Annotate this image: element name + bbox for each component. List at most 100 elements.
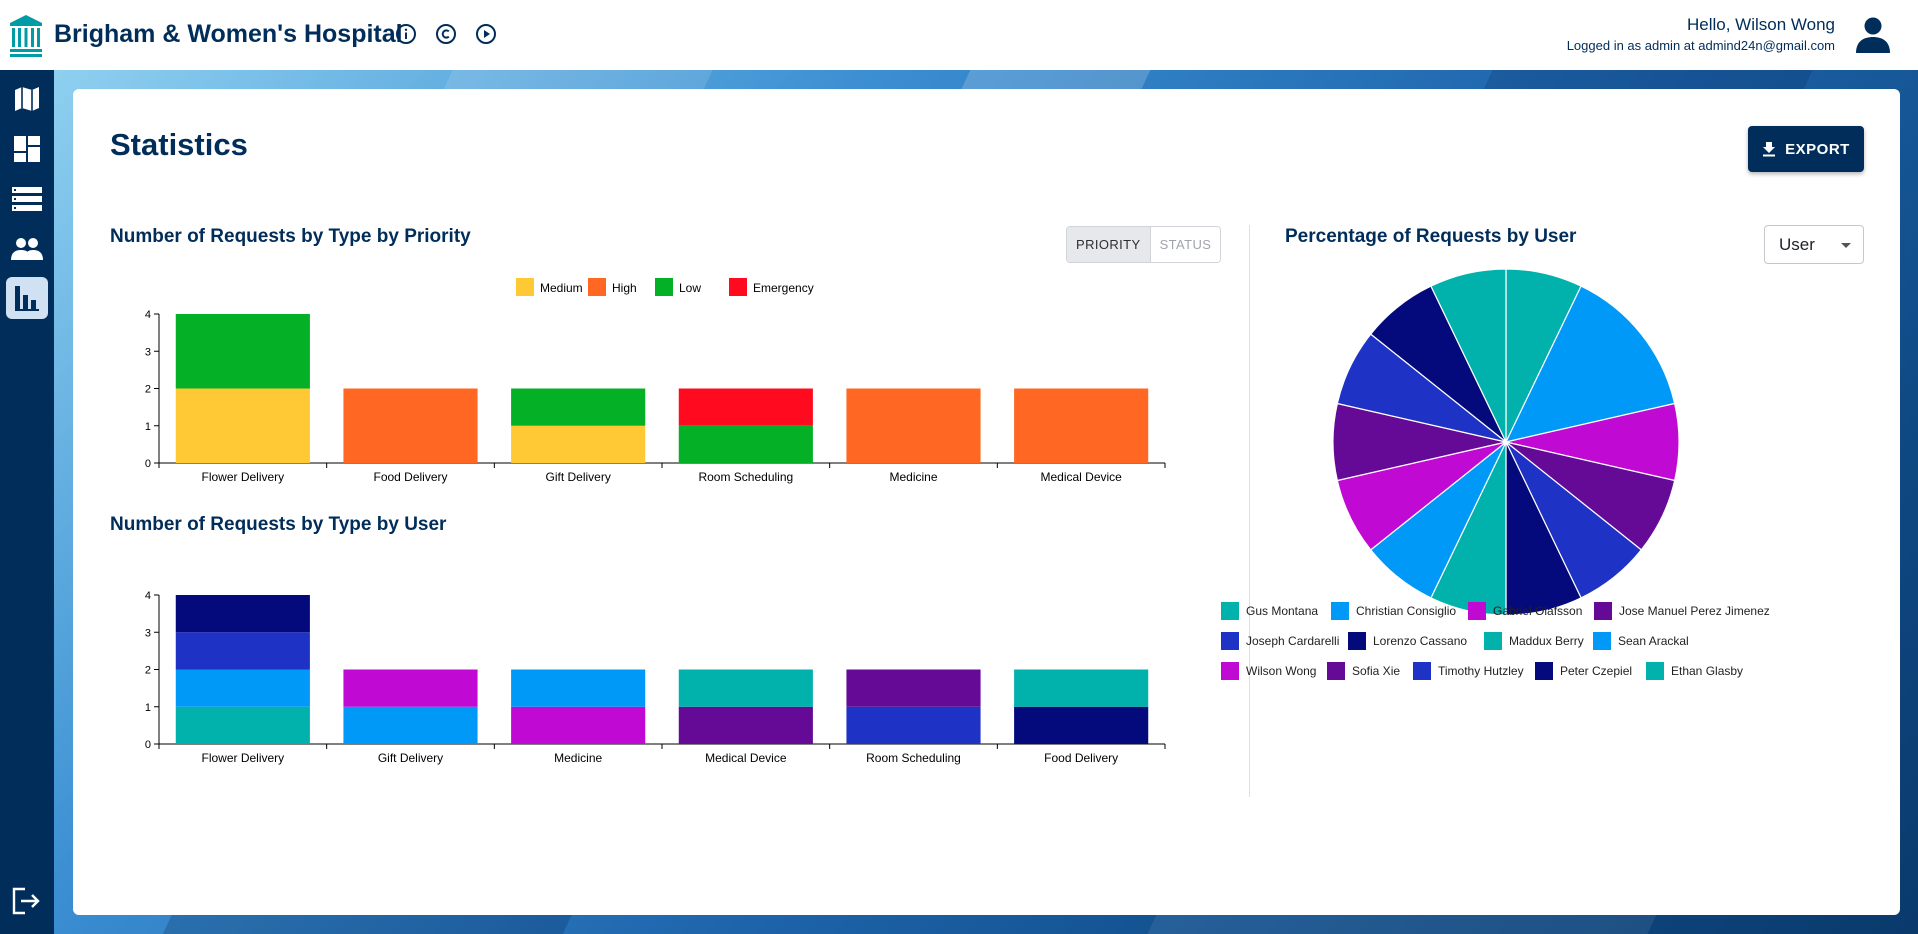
bar-chart-icon bbox=[15, 286, 39, 311]
user-chart-x-tick-label: Room Scheduling bbox=[866, 751, 961, 765]
dashboard-icon bbox=[14, 136, 40, 162]
copyright-icon[interactable] bbox=[434, 22, 458, 46]
legend-item: Wilson Wong bbox=[1221, 662, 1316, 680]
priority-chart-x-tick-label: Gift Delivery bbox=[545, 470, 610, 484]
bar-medium-gift-delivery[interactable] bbox=[511, 425, 646, 463]
people-icon bbox=[11, 238, 43, 260]
user-bar-segment[interactable] bbox=[343, 669, 478, 707]
legend-label: Peter Czepiel bbox=[1560, 664, 1633, 678]
user-select-value: User bbox=[1779, 234, 1815, 254]
legend-label: Christian Consiglio bbox=[1356, 604, 1457, 618]
sidebar-item-map[interactable] bbox=[6, 78, 48, 120]
priority-chart-title: Number of Requests by Type by Priority bbox=[110, 226, 471, 247]
sidebar bbox=[0, 70, 54, 934]
priority-chart-y-tick-label: 3 bbox=[145, 346, 151, 358]
legend-item: Maddux Berry bbox=[1484, 632, 1584, 650]
bar-emergency-room-scheduling[interactable] bbox=[678, 388, 813, 426]
download-icon bbox=[1763, 142, 1776, 157]
section-divider bbox=[1249, 225, 1250, 797]
user-bar-segment[interactable] bbox=[511, 669, 646, 707]
legend-label: Timothy Hutzley bbox=[1438, 664, 1524, 678]
list-icon bbox=[12, 187, 42, 211]
legend-item: Lorenzo Cassano bbox=[1348, 632, 1467, 650]
login-info: Logged in as admin at admind24n@gmail.co… bbox=[1566, 38, 1835, 53]
user-bar-segment[interactable] bbox=[1014, 706, 1149, 744]
user-bar-segment[interactable] bbox=[511, 706, 646, 744]
page-title: Statistics bbox=[110, 127, 248, 162]
priority-chart-y-tick-label: 0 bbox=[145, 458, 151, 470]
priority-chart-x-tick-label: Medicine bbox=[889, 470, 937, 484]
user-bar-segment[interactable] bbox=[846, 706, 981, 744]
bar-low-gift-delivery[interactable] bbox=[511, 388, 646, 426]
user-greeting: Hello, Wilson Wong bbox=[1686, 15, 1835, 34]
bar-low-room-scheduling[interactable] bbox=[678, 425, 813, 463]
legend-item: Jose Manuel Perez Jimenez bbox=[1594, 602, 1770, 620]
toggle-priority[interactable]: PRIORITY bbox=[1067, 227, 1151, 262]
sidebar-item-dashboard[interactable] bbox=[6, 128, 48, 170]
logout-button[interactable] bbox=[6, 880, 48, 922]
legend-swatch bbox=[1331, 602, 1349, 620]
legend-label-high: High bbox=[612, 281, 637, 295]
legend-swatch-emergency bbox=[729, 278, 747, 296]
user-chart-y-tick-label: 3 bbox=[145, 627, 151, 639]
bar-high-food-delivery[interactable] bbox=[343, 388, 478, 464]
user-bar-segment[interactable] bbox=[175, 632, 310, 670]
bar-medium-flower-delivery[interactable] bbox=[175, 388, 310, 464]
legend-swatch bbox=[1348, 632, 1366, 650]
user-bar-segment[interactable] bbox=[1014, 669, 1149, 707]
user-bar-chart: 0 1 2 3 4 Flower Delivery Gift Delivery Medicin… bbox=[145, 590, 1166, 765]
pie-slice[interactable] bbox=[1504, 285, 1676, 443]
legend-item: Gus Montana bbox=[1221, 602, 1318, 620]
bar-high-medicine[interactable] bbox=[846, 388, 981, 464]
pie-slice[interactable] bbox=[1430, 268, 1507, 443]
hospital-logo-icon[interactable] bbox=[8, 13, 44, 57]
legend-swatch bbox=[1535, 662, 1553, 680]
user-avatar-icon[interactable] bbox=[1853, 16, 1893, 54]
legend-swatch bbox=[1221, 662, 1239, 680]
legend-label: Lorenzo Cassano bbox=[1373, 634, 1468, 648]
legend-swatch bbox=[1594, 602, 1612, 620]
map-icon bbox=[15, 87, 39, 111]
user-bar-segment[interactable] bbox=[175, 595, 310, 633]
priority-chart-x-tick-label: Food Delivery bbox=[373, 470, 447, 484]
user-bar-segment[interactable] bbox=[846, 669, 981, 707]
toggle-status[interactable]: STATUS bbox=[1150, 227, 1221, 262]
priority-chart-x-tick-label: Medical Device bbox=[1040, 470, 1122, 484]
legend-swatch bbox=[1484, 632, 1502, 650]
bar-high-medical-device[interactable] bbox=[1014, 388, 1149, 464]
legend-label: Sofia Xie bbox=[1352, 664, 1401, 678]
legend-label: Jose Manuel Perez Jimenez bbox=[1619, 604, 1770, 618]
sidebar-item-employees[interactable] bbox=[6, 228, 48, 270]
legend-swatch-high bbox=[588, 278, 606, 296]
statistics-card: Statistics EXPORT Number of Requests by … bbox=[73, 89, 1900, 915]
legend-swatch bbox=[1221, 632, 1239, 650]
sidebar-item-statistics[interactable] bbox=[6, 277, 48, 319]
user-select[interactable]: User bbox=[1764, 225, 1864, 264]
user-bar-segment[interactable] bbox=[175, 706, 310, 744]
play-icon[interactable] bbox=[474, 22, 498, 46]
legend-swatch bbox=[1468, 602, 1486, 620]
bar-low-flower-delivery[interactable] bbox=[175, 314, 310, 389]
legend-swatch bbox=[1593, 632, 1611, 650]
info-icon[interactable] bbox=[394, 22, 418, 46]
sidebar-item-requests[interactable] bbox=[6, 178, 48, 220]
user-bar-segment[interactable] bbox=[678, 706, 813, 744]
legend-label-low: Low bbox=[679, 281, 701, 295]
chart-mode-toggle: PRIORITY STATUS bbox=[1066, 226, 1222, 263]
user-chart-x-tick-label: Flower Delivery bbox=[201, 751, 284, 765]
user-bar-segment[interactable] bbox=[678, 669, 813, 707]
legend-item: Christian Consiglio bbox=[1331, 602, 1456, 620]
user-bar-segment[interactable] bbox=[175, 669, 310, 707]
user-chart-x-tick-label: Gift Delivery bbox=[378, 751, 443, 765]
user-bar-segment[interactable] bbox=[343, 706, 478, 744]
user-chart-y-tick-label: 2 bbox=[145, 665, 151, 677]
legend-label: Ethan Glasby bbox=[1671, 664, 1744, 678]
user-chart-x-tick-label: Medicine bbox=[554, 751, 602, 765]
legend-swatch bbox=[1413, 662, 1431, 680]
export-button[interactable]: EXPORT bbox=[1748, 126, 1864, 172]
user-chart-y-tick-label: 4 bbox=[145, 590, 151, 602]
legend-item: Sean Arackal bbox=[1593, 632, 1689, 650]
legend-label-emergency: Emergency bbox=[753, 281, 814, 295]
chevron-down-icon bbox=[1841, 243, 1851, 248]
legend-label-medium: Medium bbox=[540, 281, 583, 295]
